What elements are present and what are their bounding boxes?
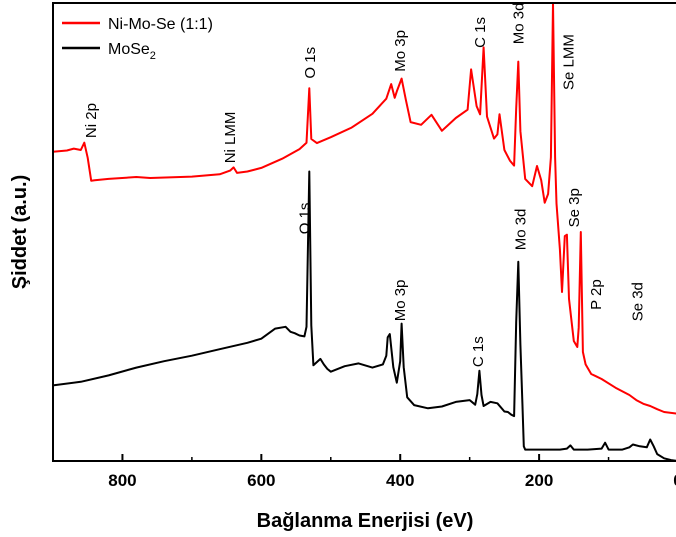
legend-label-mose2: MoSe2 [108, 41, 156, 62]
peak-labels: Ni 2p Ni LMM O 1s Mo 3p C 1s Mo 3d Se LMM O 1s M… [83, 2, 647, 367]
peak-label: C 1s [472, 17, 489, 48]
peak-label: O 1s [296, 203, 313, 235]
y-axis-title: Şiddet (a.u.) [9, 175, 31, 289]
legend-label-mose2-base: MoSe [108, 41, 150, 58]
plot-frame [52, 2, 676, 462]
peak-label: Ni 2p [83, 103, 100, 138]
legend-label-ni-mo-se: Ni-Mo-Se (1:1) [108, 16, 213, 33]
x-axis-ticks: 800 600 400 200 0 [52, 454, 676, 490]
peak-label: C 1s [470, 336, 487, 367]
x-tick-label: 400 [386, 471, 414, 490]
peak-label: Mo 3p [392, 30, 409, 72]
x-tick-label: 200 [525, 471, 553, 490]
peak-label: P 2p [588, 279, 605, 310]
peak-label: Se 3d [630, 282, 647, 321]
legend: Ni-Mo-Se (1:1) MoSe2 [62, 16, 213, 62]
peak-label: Se LMM [560, 34, 577, 90]
x-tick-label: 800 [108, 471, 136, 490]
legend-label-mose2-subscript: 2 [150, 50, 156, 62]
peak-label: Mo 3d [510, 2, 527, 44]
x-axis-title: Bağlanma Enerjisi (eV) [257, 510, 474, 532]
peak-label: Mo 3d [512, 209, 529, 251]
peak-label: Mo 3p [392, 280, 409, 322]
series-line-1 [52, 170, 676, 462]
peak-label: O 1s [302, 47, 319, 79]
x-tick-label: 600 [247, 471, 275, 490]
plot-lines [52, 2, 676, 462]
peak-label: Ni LMM [222, 112, 239, 164]
x-tick-label: 0 [673, 471, 676, 490]
peak-label: Se 3p [566, 188, 583, 227]
series-line-0 [52, 2, 676, 415]
